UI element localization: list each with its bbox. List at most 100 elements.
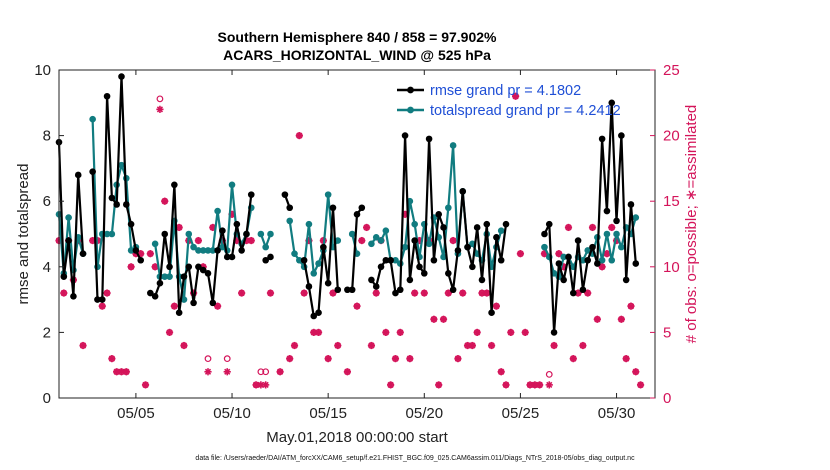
rmse-point (622, 276, 630, 284)
obs-assimilated-marker (588, 223, 597, 232)
legend-spread-marker (407, 106, 414, 114)
totalspread-point (151, 240, 159, 248)
rmse-point (387, 256, 394, 264)
obs-assimilated-marker (617, 315, 625, 323)
obs-assimilated-marker (252, 381, 260, 389)
totalspread-point (103, 230, 111, 238)
totalspread-point (286, 217, 294, 225)
rmse-point (219, 227, 226, 235)
totalspread-point (228, 181, 236, 189)
obs-assimilated-marker (468, 341, 476, 350)
footnote: data file: /Users/raeder/DAI/ATM_forcXX/… (195, 455, 635, 462)
y-axis-right-ticks: 0 5 10 15 20 25 (650, 62, 680, 407)
rmse-point (247, 191, 255, 198)
obs-assimilated-marker (79, 341, 87, 350)
totalspread-point (315, 260, 322, 267)
obs-assimilated-marker (449, 236, 457, 245)
rmse-point (171, 181, 178, 189)
obs-assimilated-marker (367, 341, 376, 350)
obs-assimilated-marker (507, 328, 515, 336)
obs-assimilated-marker (295, 132, 303, 140)
y-left-tick-label: 6 (43, 193, 51, 210)
rmse-point (464, 243, 471, 251)
obs-assimilated-marker (550, 341, 558, 350)
totalspread-point (368, 240, 375, 248)
totalspread-point (425, 240, 433, 248)
obs-assimilated-marker (353, 302, 361, 310)
legend-rmse-marker (407, 86, 414, 94)
rmse-point (103, 92, 111, 100)
x-tick-label: 05/25 (502, 405, 540, 422)
obs-possible-marker (204, 355, 212, 363)
obs-assimilated-marker (391, 355, 400, 363)
rmse-series (55, 73, 640, 336)
obs-assimilated-marker (636, 381, 645, 389)
totalspread-point (541, 243, 548, 251)
totalspread-point (382, 227, 390, 235)
rmse-line (57, 142, 85, 298)
obs-assimilated-marker (521, 328, 529, 336)
rmse-point (574, 237, 582, 244)
legend-rmse-label: rmse grand pr = 4.1802 (430, 83, 581, 99)
obs-assimilated-marker (622, 355, 630, 363)
totalspread-point (190, 243, 197, 251)
obs-possible-marker (257, 368, 265, 376)
rmse-point (613, 217, 620, 225)
rmse-point (392, 289, 399, 297)
rmse-point (459, 188, 467, 195)
rmse-point (238, 247, 245, 254)
rmse-point (454, 247, 462, 254)
rmse-point (70, 293, 77, 300)
obs-assimilated-marker (593, 315, 601, 323)
obs-assimilated-marker (146, 250, 154, 258)
obs-assimilated-marker (363, 223, 371, 232)
y-right-tick-label: 20 (663, 128, 680, 145)
x-tick-label: 05/10 (213, 405, 251, 422)
totalspread-point (214, 207, 221, 215)
x-tick-label: 05/20 (406, 405, 444, 422)
totalspread-point (497, 227, 505, 235)
rmse-point (199, 266, 207, 274)
rmse-point (353, 211, 361, 218)
rmse-line (303, 206, 339, 318)
obs-assimilated-marker (406, 355, 414, 363)
rmse-point (632, 260, 640, 267)
obs-assimilated-marker (103, 289, 111, 297)
totalspread-point (584, 247, 592, 254)
totalspread-point (372, 233, 380, 241)
obs-assimilated-marker (632, 368, 640, 376)
totalspread-point (334, 237, 342, 244)
obs-assimilated-marker (108, 355, 116, 363)
rmse-point (65, 237, 72, 244)
rmse-point (320, 243, 327, 251)
obs-assimilated-marker (329, 289, 337, 297)
rmse-point (372, 283, 380, 290)
rmse-point (425, 135, 433, 143)
obs-assimilated-marker (536, 381, 544, 389)
rmse-point (286, 204, 294, 212)
totalspread-point (632, 214, 640, 221)
rmse-point (440, 224, 447, 231)
chart-title-line2: ACARS_HORIZONTAL_WIND @ 525 hPa (223, 47, 491, 63)
obs-possible-marker (223, 355, 231, 363)
obs-assimilated-marker (512, 92, 520, 100)
rmse-point (483, 220, 491, 228)
obs-assimilated-marker (584, 289, 592, 297)
obs-assimilated-marker (60, 289, 68, 297)
rmse-point (122, 201, 130, 208)
rmse-point (209, 299, 217, 307)
y-right-tick-label: 25 (663, 62, 680, 79)
rmse-point (324, 279, 332, 287)
plot-frame (58, 69, 656, 399)
totalspread-point (445, 204, 452, 212)
totalspread-point (440, 253, 447, 261)
obs-assimilated-marker (214, 302, 222, 310)
rmse-point (497, 256, 505, 264)
obs-assimilated-marker (603, 250, 611, 258)
obs-assimilated-marker (262, 381, 270, 389)
legend-spread-label: totalspread grand pr = 4.2412 (430, 103, 621, 119)
rmse-point (411, 237, 418, 244)
totalspread-point (195, 247, 202, 254)
x-tick-label: 05/05 (117, 405, 155, 422)
